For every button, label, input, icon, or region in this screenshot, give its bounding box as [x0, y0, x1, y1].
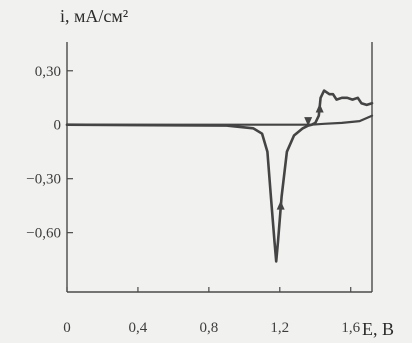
arrow-layer [276, 103, 324, 210]
x-tick-label: 1,2 [270, 320, 289, 336]
x-tick-label: 0,4 [129, 320, 148, 336]
x-tick-label: 1,6 [341, 320, 360, 336]
x-tick-label: 0 [63, 320, 71, 336]
series-line [65, 89, 374, 263]
y-axis-title: i, мА/см² [60, 6, 128, 26]
x-tick-label: 0,8 [199, 320, 218, 336]
label-layer: i, мА/см² E, В 0,30 0 −0,30 −0,60 0 0,4 0,8 1,2… [26, 6, 394, 339]
direction-arrow [304, 117, 313, 127]
series-layer [65, 89, 374, 263]
y-tick-label: −0,60 [26, 226, 61, 242]
series-line [65, 114, 374, 126]
direction-arrow [276, 200, 285, 210]
y-tick-label: −0,30 [26, 172, 61, 188]
direction-arrow [315, 103, 324, 113]
axes-layer [66, 42, 373, 293]
y-tick-label: 0,30 [35, 64, 61, 80]
y-tick-label: 0 [54, 118, 62, 134]
x-axis-title: E, В [362, 319, 394, 339]
